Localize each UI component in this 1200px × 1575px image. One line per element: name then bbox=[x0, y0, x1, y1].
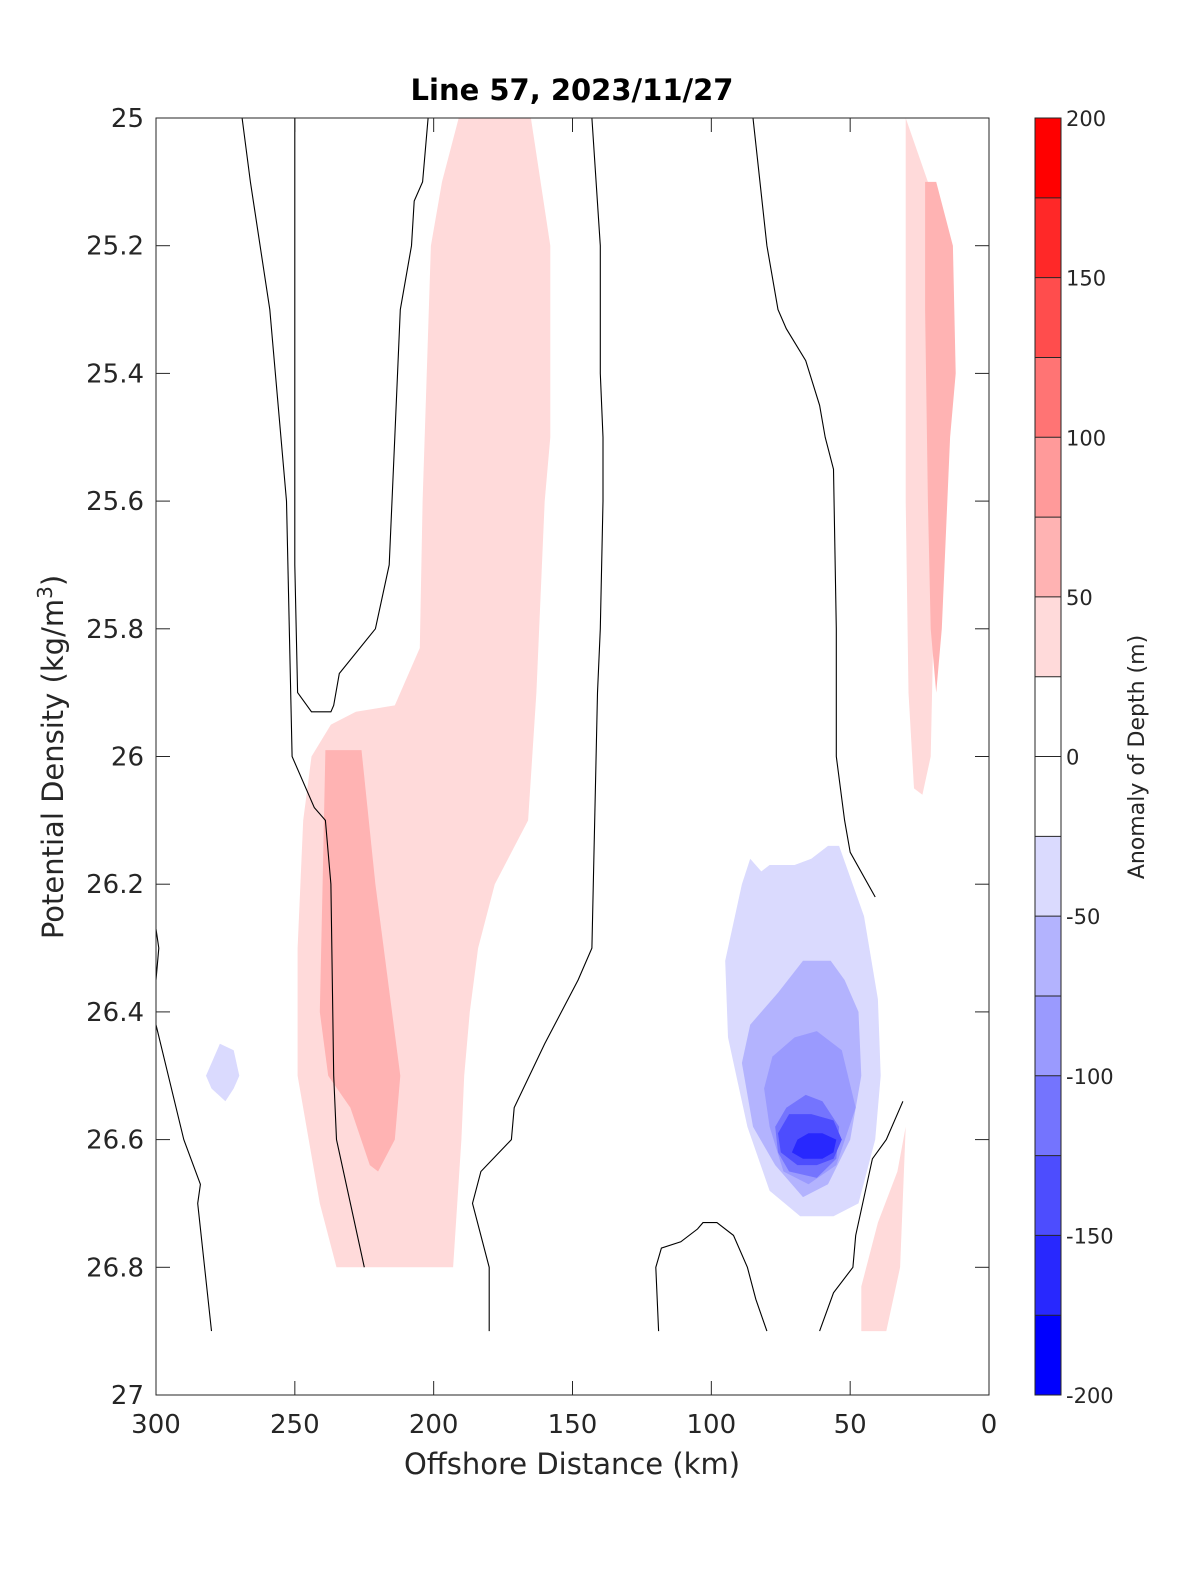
colorbar-tick-label-7: -150 bbox=[1066, 1224, 1114, 1248]
colorbar: 200 150 100 50 0 -50 -100 -150 -200 Anomaly of D… bbox=[1034, 107, 1150, 1408]
colorbar-tick-label-8: -200 bbox=[1066, 1384, 1114, 1408]
y-tick-label-0: 25 bbox=[111, 104, 144, 134]
y-tick-label-10: 27 bbox=[111, 1381, 144, 1411]
x-axis-tick-labels: 300 250 200 150 100 50 0 bbox=[131, 1410, 997, 1440]
y-tick-label-1: 25.2 bbox=[86, 232, 144, 262]
y-tick-label-5: 26 bbox=[111, 743, 144, 773]
colorbar-band-3 bbox=[1035, 357, 1061, 438]
colorbar-label: Anomaly of Depth (m) bbox=[1125, 635, 1150, 879]
colorbar-ticks bbox=[1035, 197, 1061, 1316]
colorbar-tick-label-6: -100 bbox=[1066, 1065, 1114, 1089]
y-tick-label-2: 25.4 bbox=[86, 359, 144, 389]
y-axis-tick-labels: 25 25.2 25.4 25.6 25.8 26 26.2 26.4 26.6 26.8 27 bbox=[86, 104, 144, 1411]
colorbar-band-5 bbox=[1035, 517, 1061, 597]
zero-contour-lines bbox=[155, 117, 904, 1332]
colorbar-band-1 bbox=[1035, 197, 1061, 278]
colorbar-band-0 bbox=[1035, 118, 1061, 198]
colorbar-bands bbox=[1035, 118, 1061, 1395]
y-tick-label-7: 26.4 bbox=[86, 998, 144, 1028]
x-tick-label-2: 200 bbox=[409, 1410, 459, 1440]
colorbar-band-7 bbox=[1035, 676, 1061, 757]
y-tick-label-9: 26.8 bbox=[86, 1253, 144, 1283]
colorbar-band-4 bbox=[1035, 437, 1061, 518]
contour-line-3 bbox=[294, 117, 429, 713]
y-tick-label-6: 26.2 bbox=[86, 870, 144, 900]
contour-line-2 bbox=[155, 1024, 213, 1332]
y-tick-label-8: 26.6 bbox=[86, 1126, 144, 1156]
y-tick-label-3: 25.6 bbox=[86, 487, 144, 517]
colorbar-band-13 bbox=[1035, 1155, 1061, 1236]
colorbar-tick-label-5: -50 bbox=[1066, 905, 1100, 929]
colorbar-tick-label-3: 50 bbox=[1066, 586, 1093, 610]
contour-region-8 bbox=[791, 1133, 837, 1159]
x-axis-label: Offshore Distance (km) bbox=[404, 1447, 740, 1481]
y-axis-label-superscript: 3 bbox=[33, 586, 57, 599]
x-tick-label-1: 250 bbox=[270, 1410, 320, 1440]
contour-line-4 bbox=[471, 117, 604, 1332]
x-tick-label-3: 150 bbox=[548, 1410, 598, 1440]
colorbar-band-6 bbox=[1035, 596, 1061, 677]
colorbar-band-12 bbox=[1035, 1075, 1061, 1156]
chart-title: Line 57, 2023/11/27 bbox=[411, 73, 734, 107]
colorbar-band-2 bbox=[1035, 277, 1061, 358]
colorbar-band-9 bbox=[1035, 836, 1061, 917]
contour-line-7 bbox=[655, 1222, 768, 1332]
contour-region-10 bbox=[206, 1043, 240, 1102]
plot-frame bbox=[155, 117, 990, 1396]
contour-line-6 bbox=[819, 1101, 904, 1332]
x-tick-label-0: 300 bbox=[131, 1410, 181, 1440]
contour-line-5 bbox=[752, 117, 876, 898]
contour-region-11 bbox=[536, 1280, 606, 1332]
y-axis-label-close: ) bbox=[36, 575, 70, 586]
colorbar-band-8 bbox=[1035, 756, 1061, 837]
colorbar-band-14 bbox=[1035, 1235, 1061, 1316]
colorbar-tick-label-0: 200 bbox=[1066, 107, 1106, 131]
y-tick-label-4: 25.8 bbox=[86, 615, 144, 645]
x-tick-label-6: 0 bbox=[981, 1410, 998, 1440]
colorbar-band-11 bbox=[1035, 995, 1061, 1076]
colorbar-tick-label-1: 150 bbox=[1066, 267, 1106, 291]
colorbar-band-15 bbox=[1035, 1315, 1061, 1395]
contour-region-13 bbox=[925, 181, 956, 693]
colorbar-frame bbox=[1034, 117, 1062, 1396]
y-axis-label-main: Potential Density (kg/m bbox=[36, 599, 70, 939]
contour-line-1 bbox=[155, 928, 160, 981]
colorbar-tick-label-2: 100 bbox=[1066, 426, 1106, 450]
x-tick-label-5: 50 bbox=[834, 1410, 867, 1440]
y-axis-label: Potential Density (kg/m3) bbox=[33, 575, 70, 939]
plot-area bbox=[155, 117, 990, 1396]
contour-line-0 bbox=[241, 117, 365, 1268]
contour-region-14 bbox=[861, 1126, 906, 1332]
colorbar-band-10 bbox=[1035, 916, 1061, 996]
x-tick-label-4: 100 bbox=[687, 1410, 737, 1440]
colorbar-tick-labels: 200 150 100 50 0 -50 -100 -150 -200 bbox=[1066, 107, 1114, 1408]
filled-contour-regions bbox=[189, 118, 956, 1332]
contour-region-1 bbox=[319, 750, 401, 1172]
colorbar-tick-label-4: 0 bbox=[1066, 746, 1079, 770]
